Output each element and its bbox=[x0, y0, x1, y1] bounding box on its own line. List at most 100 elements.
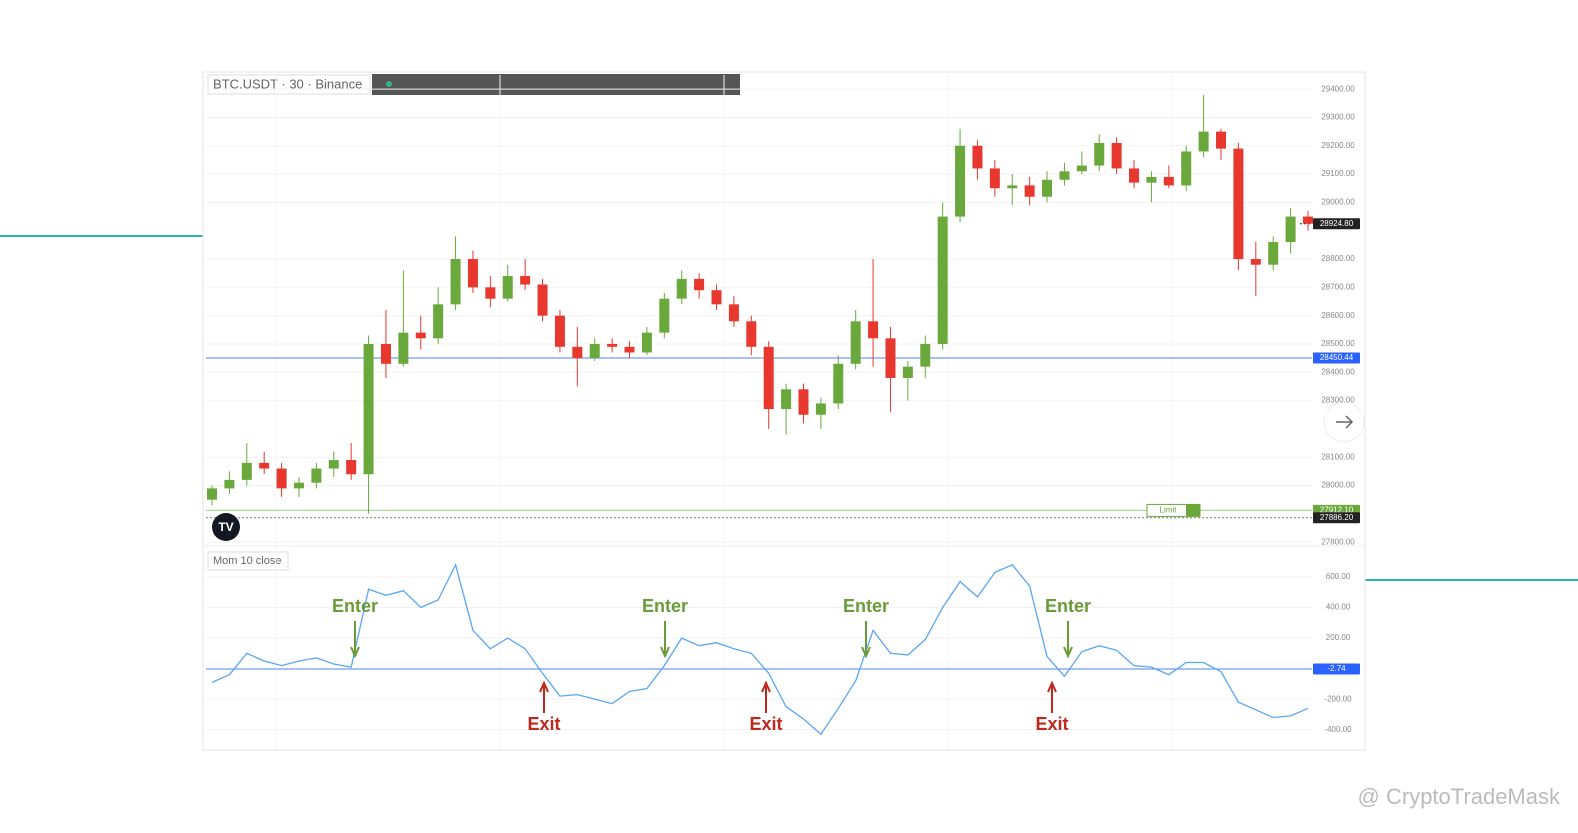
candle-body bbox=[572, 346, 583, 359]
candle-body bbox=[641, 332, 652, 353]
candle-body bbox=[920, 343, 931, 367]
y-tick-label: 29300.00 bbox=[1321, 113, 1355, 122]
y-tick-label: 200.00 bbox=[1326, 633, 1351, 642]
y-tick-label: 28000.00 bbox=[1321, 481, 1355, 490]
candle-body bbox=[311, 468, 322, 483]
candle-body bbox=[502, 276, 513, 299]
exit-label: Exit bbox=[1035, 714, 1068, 734]
exit-arrow bbox=[761, 680, 771, 713]
candle-body bbox=[241, 462, 252, 480]
candle-body bbox=[972, 145, 983, 169]
y-tick-label: 29200.00 bbox=[1321, 141, 1355, 150]
price-tag bbox=[1313, 218, 1360, 230]
y-tick-label: 400.00 bbox=[1326, 603, 1351, 612]
candle-body bbox=[433, 304, 444, 339]
enter-arrow bbox=[1063, 621, 1073, 659]
candle-body bbox=[224, 479, 235, 489]
price-tag bbox=[1313, 352, 1360, 364]
candle-body bbox=[1285, 216, 1296, 243]
logo bbox=[212, 513, 240, 541]
candle-body bbox=[1216, 131, 1227, 149]
arrow-icon bbox=[1336, 415, 1354, 429]
y-tick-label: 28700.00 bbox=[1321, 282, 1355, 291]
candle-body bbox=[1303, 216, 1313, 224]
exit-arrow bbox=[539, 680, 549, 713]
candle-body bbox=[276, 468, 287, 489]
price-tag bbox=[1313, 663, 1360, 675]
y-tick-label: -400.00 bbox=[1324, 725, 1352, 734]
price-tag-label: 27886.20 bbox=[1320, 513, 1354, 522]
candle-body bbox=[554, 315, 565, 347]
price-tag-label: 28450.44 bbox=[1320, 353, 1354, 362]
enter-arrow bbox=[660, 621, 670, 659]
price-tag-label: 28924.80 bbox=[1320, 219, 1354, 228]
price-tag-label: -2.74 bbox=[1327, 664, 1346, 673]
y-tick-label: 29400.00 bbox=[1321, 84, 1355, 93]
candle-body bbox=[815, 403, 826, 415]
candle-body bbox=[746, 321, 757, 347]
price-tag-label: 27912.10 bbox=[1320, 506, 1354, 515]
enter-label: Enter bbox=[642, 596, 688, 616]
candle-body bbox=[1268, 242, 1279, 265]
enter-label: Enter bbox=[332, 596, 378, 616]
exit-arrow bbox=[1047, 680, 1057, 713]
price-tag bbox=[1313, 512, 1360, 524]
candle-body bbox=[868, 321, 879, 339]
candle-body bbox=[937, 216, 948, 344]
momentum-line bbox=[211, 562, 1309, 736]
candle-body bbox=[781, 389, 792, 410]
candle-body bbox=[955, 145, 966, 217]
exit-label: Exit bbox=[527, 714, 560, 734]
y-tick-label: 29000.00 bbox=[1321, 198, 1355, 207]
candle-body bbox=[1146, 176, 1157, 183]
enter-arrow bbox=[350, 621, 360, 659]
candle-body bbox=[676, 278, 687, 299]
candle-body bbox=[520, 276, 531, 285]
enter-label: Enter bbox=[843, 596, 889, 616]
exit-label: Exit bbox=[749, 714, 782, 734]
watermark: @ CryptoTradeMask bbox=[1358, 784, 1561, 809]
candle-body bbox=[1111, 142, 1122, 169]
candle-body bbox=[607, 343, 618, 347]
candle-body bbox=[363, 343, 374, 475]
candle-body bbox=[711, 290, 722, 305]
y-tick-label: 600.00 bbox=[1326, 572, 1351, 581]
candle-body bbox=[1076, 165, 1087, 172]
y-tick-label: 28300.00 bbox=[1321, 396, 1355, 405]
ohlc-bar bbox=[372, 74, 740, 95]
y-tick-label: 28600.00 bbox=[1321, 311, 1355, 320]
candle-body bbox=[1042, 179, 1053, 197]
enter-arrow bbox=[861, 621, 871, 659]
candle-body bbox=[1198, 131, 1209, 152]
candle-body bbox=[763, 346, 774, 410]
candle-body bbox=[850, 321, 861, 364]
candle-body bbox=[398, 332, 409, 364]
candle-body bbox=[589, 343, 600, 359]
y-tick-label: -200.00 bbox=[1324, 694, 1352, 703]
candle-body bbox=[798, 389, 809, 415]
candle-body bbox=[328, 460, 339, 469]
candle-body bbox=[1163, 176, 1174, 186]
candle-body bbox=[1007, 185, 1018, 189]
candle-body bbox=[659, 298, 670, 333]
y-tick-label: 28800.00 bbox=[1321, 254, 1355, 263]
candle-body bbox=[380, 343, 391, 364]
y-tick-label: 29100.00 bbox=[1321, 169, 1355, 178]
indicator-title: Mom 10 close bbox=[213, 555, 281, 567]
candle-body bbox=[415, 332, 426, 339]
candle-body bbox=[902, 366, 913, 378]
candle-body bbox=[450, 259, 461, 305]
candle-body bbox=[207, 488, 217, 500]
candle-body bbox=[537, 284, 548, 316]
candle-body bbox=[1181, 151, 1192, 186]
symbol-title: BTC.USDT · 30 · Binance bbox=[213, 76, 362, 91]
candle-body bbox=[259, 462, 270, 469]
candle-body bbox=[293, 482, 304, 489]
enter-label: Enter bbox=[1045, 596, 1091, 616]
candle-body bbox=[989, 168, 1000, 189]
indicator-box bbox=[207, 551, 289, 571]
candle-body bbox=[1059, 171, 1070, 180]
y-tick-label: 28400.00 bbox=[1321, 367, 1355, 376]
candle-body bbox=[1250, 259, 1261, 265]
